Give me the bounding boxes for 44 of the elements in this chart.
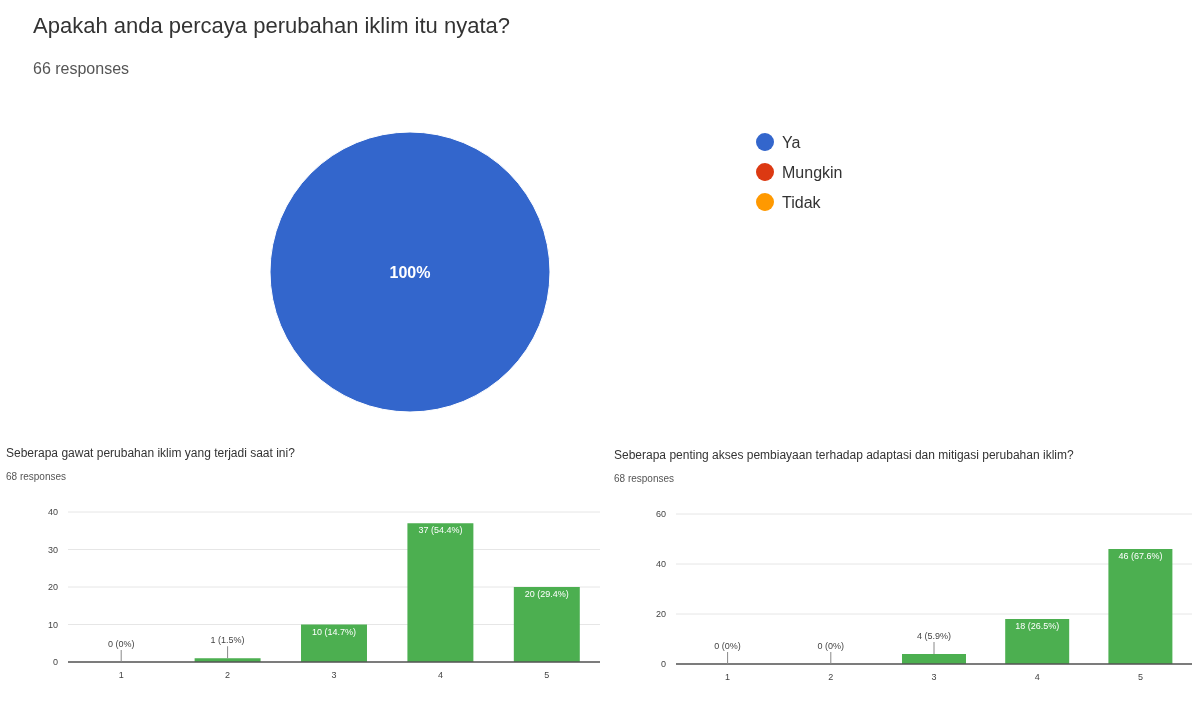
chart-title: Seberapa penting akses pembiayaan terhadap adaptasi dan mitigasi perubahan iklim? (614, 448, 1074, 462)
legend-label: Ya (782, 133, 801, 151)
bar (902, 654, 966, 664)
data-label: 0 (0%) (817, 641, 845, 651)
y-tick-label: 40 (655, 559, 666, 570)
data-label: 10 (14.7%) (311, 626, 357, 637)
y-tick-label: 20 (655, 609, 666, 620)
legend-label: Tidak (782, 193, 822, 211)
bar (1005, 619, 1070, 664)
bar (407, 523, 474, 662)
x-tick-label: 3 (331, 670, 337, 680)
data-label: 0 (0%) (107, 639, 135, 649)
data-label: 100% (389, 263, 431, 281)
x-tick-label: 4 (437, 670, 443, 680)
y-tick-label: 0 (660, 659, 666, 670)
x-tick-label: 1 (118, 670, 124, 680)
x-tick-label: 5 (1137, 672, 1143, 682)
chart-subtitle: 68 responses (6, 471, 67, 482)
y-tick-label: 20 (47, 582, 58, 593)
x-tick-label: 3 (931, 672, 937, 682)
data-label: 46 (67.6%) (1118, 551, 1163, 561)
chart-title: Seberapa gawat perubahan iklim yang terjadi saat ini? (6, 446, 296, 460)
data-label: 20 (29.4%) (524, 589, 569, 599)
chart-title: Apakah anda percaya perubahan iklim itu nyata? (33, 13, 510, 38)
x-tick-label: 2 (828, 672, 834, 682)
y-tick-label: 40 (47, 507, 58, 518)
bar (1108, 549, 1173, 664)
data-label: 4 (5.9%) (916, 631, 952, 641)
y-tick-label: 60 (655, 509, 666, 520)
y-tick-label: 10 (47, 619, 58, 630)
data-label: 1 (1.5%) (210, 635, 245, 646)
x-tick-label: 2 (225, 670, 231, 680)
data-label: 37 (54.4%) (418, 525, 463, 536)
y-tick-label: 0 (52, 657, 58, 668)
data-label: 18 (26.5%) (1015, 621, 1060, 631)
x-tick-label: 5 (544, 670, 550, 680)
legend-label: Mungkin (782, 163, 843, 181)
bar (513, 587, 580, 662)
data-label: 0 (0%) (714, 641, 741, 651)
x-tick-label: 1 (725, 672, 731, 682)
chart-subtitle: 68 responses (614, 473, 675, 484)
y-tick-label: 30 (47, 544, 58, 555)
x-tick-label: 4 (1034, 672, 1040, 682)
text: 66 responses (33, 60, 130, 77)
